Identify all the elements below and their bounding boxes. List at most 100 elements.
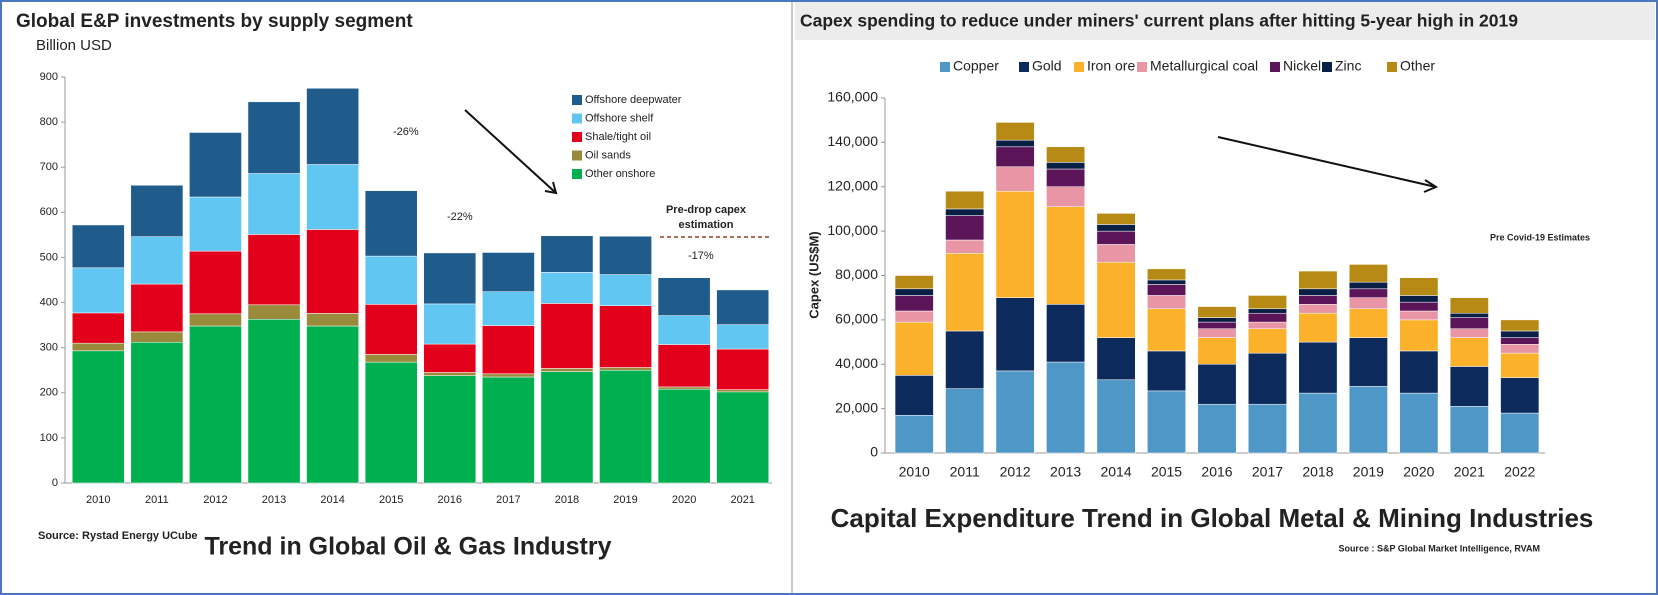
x-tick-label: 2015 — [379, 494, 403, 506]
bar-segment — [364, 361, 418, 484]
bar-segment — [1500, 330, 1540, 338]
bar-segment — [1096, 213, 1136, 225]
bar-segment — [247, 234, 301, 306]
bar-segment — [130, 236, 184, 285]
x-tick-label: 2011 — [145, 494, 169, 506]
bar-segment — [189, 132, 242, 198]
bar-segment — [995, 297, 1035, 372]
arrow-head — [544, 181, 558, 195]
bar-segment — [894, 288, 934, 296]
bar-segment — [894, 295, 934, 312]
bar-segment — [540, 371, 594, 484]
bar-segment — [995, 122, 1035, 141]
bar-segment — [1046, 304, 1086, 363]
bar-segment — [716, 391, 770, 484]
bar-segment — [1399, 301, 1439, 312]
bar-segment — [1449, 328, 1489, 338]
bar-segment — [1500, 319, 1540, 332]
bar-segment — [716, 348, 770, 390]
legend-label: Shale/tight oil — [585, 131, 651, 143]
bar-segment — [1449, 317, 1489, 329]
bar-segment — [657, 388, 711, 484]
y-tick-label: 300 — [40, 342, 58, 354]
bar-segment — [482, 291, 535, 326]
bar-segment — [423, 303, 477, 345]
bar-segment — [894, 275, 934, 290]
bar-segment — [945, 388, 985, 454]
bar-segment — [247, 101, 301, 174]
legend-swatch — [1019, 62, 1029, 72]
bar-segment — [1298, 304, 1338, 314]
x-tick-label: 2019 — [1353, 464, 1384, 480]
bar-segment — [306, 164, 359, 230]
x-tick-label: 2014 — [320, 494, 344, 506]
caption: Capital Expenditure Trend in Global Meta… — [831, 503, 1594, 533]
bar-segment — [1046, 146, 1086, 163]
bar-segment — [1449, 312, 1489, 318]
caption: Trend in Global Oil & Gas Industry — [204, 533, 611, 561]
bar-segment — [1348, 386, 1388, 454]
x-tick-label: 2013 — [262, 494, 286, 506]
legend-swatch — [572, 169, 582, 179]
bar-segment — [1147, 295, 1186, 310]
trend-arrow — [464, 109, 557, 194]
callout: Pre-drop capex — [666, 204, 747, 216]
annotation: Pre Covid-19 Estimates — [1490, 232, 1590, 242]
annotation: -22% — [447, 211, 473, 223]
bar-segment — [716, 324, 770, 350]
y-tick-label: 60,000 — [835, 311, 878, 327]
bar-segment — [1197, 317, 1237, 323]
annotation: -17% — [688, 250, 714, 262]
legend-label: Other onshore — [585, 168, 655, 180]
bar-segment — [482, 376, 535, 484]
y-tick-label: 500 — [40, 251, 58, 263]
bar-segment — [1399, 310, 1439, 321]
legend-swatch — [572, 113, 582, 124]
bar-segment — [1500, 377, 1540, 414]
bar-segment — [1298, 341, 1338, 394]
bar-segment — [71, 312, 125, 344]
bar-segment — [1248, 328, 1287, 354]
legend-label: Zinc — [1335, 58, 1361, 74]
y-tick-label: 600 — [40, 206, 58, 218]
bar-segment — [540, 235, 594, 273]
bar-segment — [1096, 261, 1136, 338]
bar-segment — [1500, 337, 1540, 345]
legend-swatch — [572, 132, 582, 142]
y-tick-label: 40,000 — [835, 355, 878, 371]
bar-segment — [1147, 308, 1186, 352]
bar-segment — [247, 304, 301, 320]
y-tick-label: 100,000 — [827, 222, 878, 238]
source: Source : S&P Global Market Intelligence,… — [1338, 543, 1540, 553]
x-tick-label: 2012 — [203, 494, 227, 506]
bar-segment — [1500, 412, 1540, 454]
bar-segment — [306, 88, 359, 165]
y-tick-label: 900 — [40, 71, 58, 83]
x-tick-label: 2017 — [1252, 464, 1283, 480]
y-tick-label: 800 — [40, 116, 58, 128]
x-tick-label: 2020 — [1403, 464, 1434, 480]
bar-segment — [423, 252, 477, 305]
bar-segment — [423, 343, 477, 373]
bar-segment — [995, 370, 1035, 454]
bar-segment — [1197, 321, 1237, 329]
bar-segment — [189, 313, 242, 327]
x-tick-label: 2016 — [1201, 464, 1232, 480]
bar-segment — [1348, 281, 1388, 290]
bar-segment — [130, 283, 184, 333]
y-tick-label: 120,000 — [827, 177, 878, 193]
bar-segment — [1096, 244, 1136, 263]
bar-segment — [657, 315, 711, 345]
legend-label: Iron ore — [1087, 58, 1135, 74]
x-tick-label: 2020 — [672, 494, 696, 506]
bar-segment — [1348, 288, 1388, 298]
bar-segment — [364, 354, 418, 363]
bar-segment — [364, 255, 418, 305]
bar-segment — [540, 303, 594, 369]
bar-segment — [1449, 337, 1489, 367]
y-tick-label: 0 — [52, 477, 58, 489]
bar-segment — [71, 350, 125, 484]
bar-segment — [1500, 352, 1540, 378]
bar-segment — [945, 190, 985, 210]
bar-segment — [482, 325, 535, 375]
